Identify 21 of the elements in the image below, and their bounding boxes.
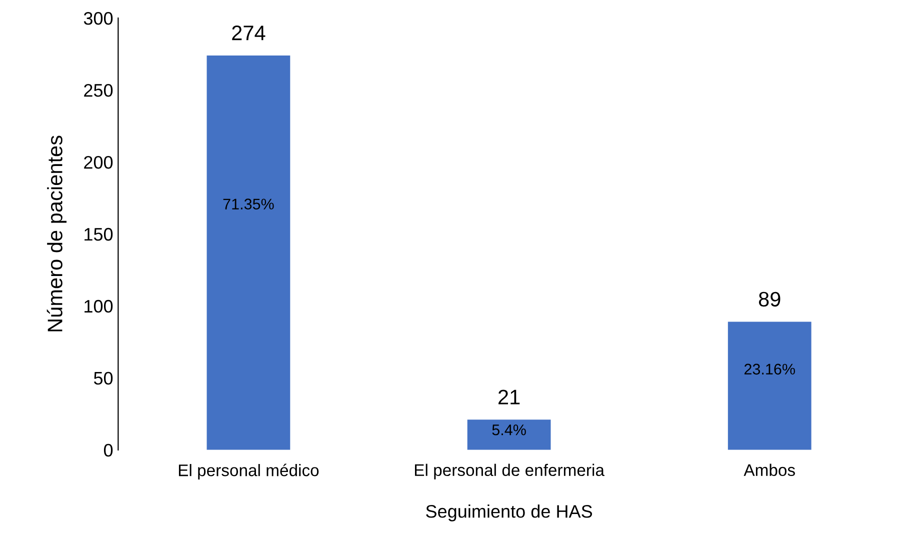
x-axis-title: Seguimiento de HAS: [426, 504, 592, 522]
y-tick-label: 200: [84, 156, 113, 169]
bar: [467, 420, 551, 450]
x-tick-label: Ambos: [744, 464, 795, 476]
annotation: 5.4%: [492, 424, 526, 436]
y-tick-label: 100: [84, 300, 113, 313]
bar: [206, 56, 290, 450]
y-tick-label: 250: [84, 84, 113, 97]
bar: [728, 322, 812, 450]
y-tick-label: 150: [84, 228, 113, 241]
data-label: 274: [232, 26, 266, 40]
y-tick-label: 50: [94, 372, 113, 385]
annotation: 23.16%: [744, 364, 795, 375]
x-tick-label: El personal de enfermeria: [414, 464, 604, 480]
y-axis-title: Número de pacientes: [46, 136, 67, 332]
y-tick-label: 0: [104, 444, 113, 457]
x-tick-label: El personal médico: [178, 464, 319, 480]
data-label: 21: [498, 390, 520, 404]
data-label: 89: [758, 292, 780, 307]
y-tick-label: 300: [84, 12, 113, 25]
annotation: 71.35%: [223, 198, 274, 210]
